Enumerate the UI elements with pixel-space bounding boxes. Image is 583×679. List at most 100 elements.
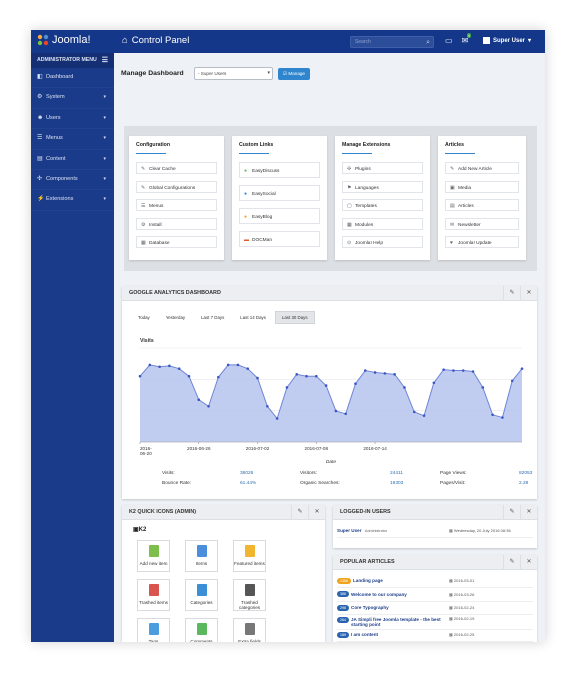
tab-last-7-days[interactable]: Last 7 Days bbox=[194, 311, 232, 324]
user-row-name[interactable]: Super User bbox=[337, 528, 362, 533]
k2-tile-icon bbox=[244, 584, 255, 596]
quick-link-item[interactable]: ● EasySocial bbox=[239, 185, 320, 201]
quick-link-label: Newsletter bbox=[458, 222, 481, 228]
joomla-logo[interactable]: Joomla! bbox=[37, 34, 91, 46]
quick-link-item[interactable]: ▤ Articles bbox=[445, 199, 519, 211]
tab-last-30-days[interactable]: Last 30 Days bbox=[274, 311, 315, 324]
link-icon: ✎ bbox=[141, 184, 146, 191]
article-row: 189 I am content ▦ 2016-02-25 bbox=[337, 629, 533, 642]
k2-header: K2 QUICK ICONS (ADMIN) ✎ ✕ bbox=[122, 505, 325, 520]
quick-panel-title: Configuration bbox=[136, 142, 170, 148]
logged-in-title: LOGGED-IN USERS bbox=[340, 509, 391, 515]
x-axis-label: Date bbox=[326, 459, 336, 465]
sidebar-item-system[interactable]: ⚙ System ▾ bbox=[31, 88, 114, 109]
link-icon: ⚙ bbox=[141, 221, 146, 228]
quick-link-item[interactable]: ▬ DOCMan bbox=[239, 231, 320, 247]
quick-link-item[interactable]: ⚑ Languages bbox=[342, 180, 423, 193]
sidebar-item-menus[interactable]: ☰ Menus ▾ bbox=[31, 129, 114, 150]
edit-icon[interactable]: ✎ bbox=[503, 555, 520, 569]
quick-link-item[interactable]: ✣ Plugins bbox=[342, 162, 423, 174]
select-arrow-icon: ▾ bbox=[267, 70, 270, 76]
main-content: Manage Dashboard - Super Users ▾ ☑ Manag… bbox=[114, 53, 545, 642]
data-point bbox=[520, 367, 524, 370]
article-title[interactable]: I am content bbox=[351, 632, 379, 637]
quick-link-item[interactable]: ▢ Templates bbox=[342, 199, 423, 211]
search-input[interactable]: Search ⌕ bbox=[350, 36, 434, 48]
sidebar-item-extensions[interactable]: ⚡ Extensions ▾ bbox=[31, 190, 114, 211]
dashboard-select[interactable]: - Super Users ▾ bbox=[194, 67, 273, 80]
manage-dashboard-label: Manage Dashboard bbox=[121, 70, 184, 77]
monitor-icon[interactable]: ▭ bbox=[445, 36, 453, 45]
manage-button[interactable]: ☑ Manage bbox=[278, 68, 310, 80]
sidebar-item-components[interactable]: ✣ Components ▾ bbox=[31, 170, 114, 191]
quick-link-item[interactable]: ☰ Menus bbox=[136, 199, 217, 211]
article-title[interactable]: Core Typography bbox=[351, 605, 389, 610]
quick-link-item[interactable]: ▣ Media bbox=[445, 180, 519, 193]
quick-link-label: Add New Article bbox=[458, 167, 492, 172]
file-icon: ▤ bbox=[37, 155, 43, 162]
quick-link-item[interactable]: ▦ Modules bbox=[342, 217, 423, 230]
quick-link-item[interactable]: ⚙ Install bbox=[136, 217, 217, 230]
tab-yesterday[interactable]: Yesterday bbox=[158, 311, 193, 324]
k2-tile-icon bbox=[196, 584, 207, 596]
stat-label: Bounce Rate: bbox=[162, 481, 192, 486]
k2-tile-extra-fields[interactable]: Extra fields bbox=[233, 618, 266, 642]
k2-tile-tags[interactable]: Tags bbox=[137, 618, 170, 642]
quick-link-item[interactable]: ▦ Database bbox=[136, 236, 217, 248]
quick-link-item[interactable]: ♥ Joomla! Update bbox=[445, 236, 519, 248]
quick-link-item[interactable]: ● EasyDiscuss bbox=[239, 162, 320, 178]
quick-link-label: EasySocial bbox=[252, 192, 276, 197]
link-icon: ▤ bbox=[450, 203, 455, 209]
data-point bbox=[461, 369, 465, 372]
quick-link-item[interactable]: ✎ Add New Article bbox=[445, 162, 519, 174]
sidebar-item-label: Content bbox=[46, 155, 66, 162]
article-date: ▦ 2016-02-19 bbox=[449, 616, 474, 622]
k2-tile-comments[interactable]: Comments bbox=[185, 618, 218, 642]
hits-badge: 298 bbox=[337, 604, 349, 611]
quick-link-item[interactable]: ✎ Clear Cache bbox=[136, 162, 217, 174]
k2-tile-items[interactable]: Items bbox=[185, 540, 218, 572]
user-menu[interactable]: Super User ▾ bbox=[483, 37, 531, 44]
tab-today[interactable]: Today bbox=[131, 311, 157, 324]
quick-link-item[interactable]: ⊙ Joomla! Help bbox=[342, 236, 423, 248]
k2-tile-trashed-items[interactable]: Trashed items bbox=[137, 579, 170, 611]
data-point bbox=[403, 386, 406, 389]
edit-icon[interactable]: ✎ bbox=[503, 286, 520, 300]
hits-badge: 388 bbox=[337, 591, 349, 598]
quick-link-item[interactable]: ● EasyBlog bbox=[239, 208, 320, 224]
hamburger-icon[interactable]: ☰ bbox=[101, 57, 108, 64]
quick-link-item[interactable]: ✉ Newsletter bbox=[445, 217, 519, 230]
user-row: Super User Administrator ▦ Wednesday, 20… bbox=[337, 525, 533, 538]
sidebar-title: ADMINISTRATOR MENU bbox=[37, 57, 97, 63]
data-point bbox=[246, 367, 250, 370]
quick-link-label: DOCMan bbox=[252, 238, 272, 243]
search-icon[interactable]: ⌕ bbox=[426, 39, 430, 46]
close-icon[interactable]: ✕ bbox=[308, 505, 325, 519]
k2-logo-text: K2 bbox=[138, 527, 147, 533]
quick-link-item[interactable]: ✎ Global Configurations bbox=[136, 180, 217, 193]
close-icon[interactable]: ✕ bbox=[520, 286, 537, 300]
edit-icon[interactable]: ✎ bbox=[503, 505, 520, 519]
close-icon[interactable]: ✕ bbox=[520, 505, 537, 519]
k2-tile-categories[interactable]: Categories bbox=[185, 579, 218, 611]
link-icon: ● bbox=[244, 191, 248, 197]
article-title[interactable]: Landing page bbox=[353, 578, 383, 583]
k2-tile-add-new-item[interactable]: Add new item bbox=[137, 540, 170, 572]
k2-logo: ▣K2 bbox=[133, 527, 147, 533]
k2-tile-icon bbox=[244, 623, 255, 635]
article-title[interactable]: Welcome to our company bbox=[351, 591, 407, 597]
edit-icon[interactable]: ✎ bbox=[291, 505, 308, 519]
article-title[interactable]: JA Simpli free Joomla template - the bes… bbox=[351, 616, 441, 628]
tab-last-14-days[interactable]: Last 14 Days bbox=[233, 311, 273, 324]
article-row: 388 Welcome to our company ▦ 2016-03-26 bbox=[337, 589, 533, 602]
sidebar-item-content[interactable]: ▤ Content ▾ bbox=[31, 150, 114, 170]
stat-value: 19303 bbox=[390, 481, 404, 486]
stat-value: 24411 bbox=[390, 471, 403, 476]
sidebar-item-dashboard[interactable]: ◧ Dashboard bbox=[31, 68, 114, 89]
k2-tile-label: Tags bbox=[148, 639, 159, 642]
messages-icon[interactable]: ✉ 4 bbox=[461, 33, 471, 45]
k2-tile-featured-items[interactable]: Featured items bbox=[233, 540, 266, 572]
sidebar-item-users[interactable]: ☻ Users ▾ bbox=[31, 109, 114, 130]
close-icon[interactable]: ✕ bbox=[520, 555, 537, 569]
k2-tile-trashed-categories[interactable]: Trashed categories bbox=[233, 579, 266, 611]
